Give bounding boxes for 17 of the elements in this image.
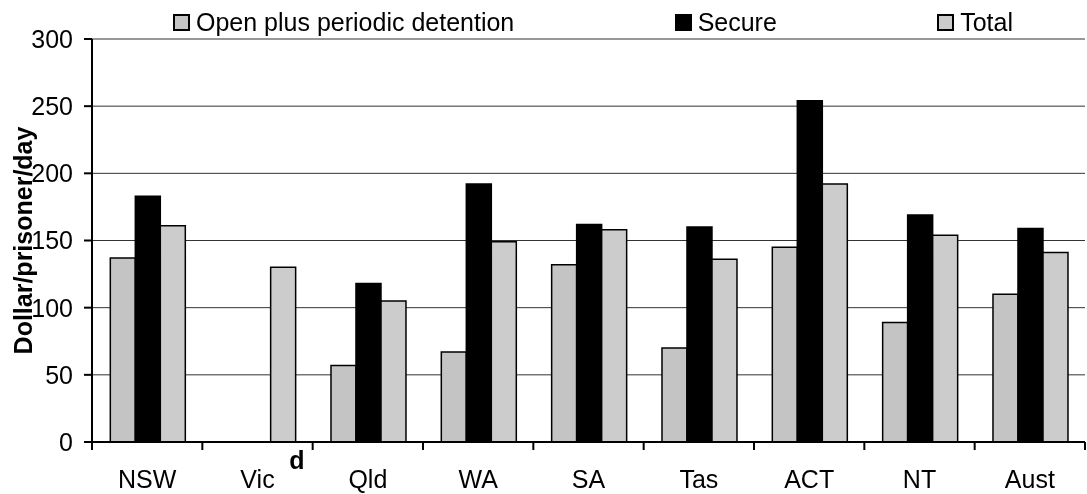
x-tick-label: WA [458,465,499,493]
legend-label: Total [960,8,1013,36]
y-tick-label: 50 [45,360,73,389]
legend-label: Secure [697,8,777,36]
x-tick-label: NT [902,465,937,493]
x-tick-label: Qld [348,465,388,493]
x-tick-label: Aust [1004,465,1055,493]
x-tick-label: SA [571,465,606,493]
x-tick-label: Tas [679,465,719,493]
x-tick-label: NSW [118,465,177,493]
legend-label: Open plus periodic detention [196,8,515,36]
x-tick-label: ACT [784,465,835,493]
y-tick-label: 300 [31,24,73,53]
x-tick-label: Vic [240,465,275,493]
y-tick-label: 0 [59,427,73,456]
text: d [289,446,305,474]
y-tick-label: 250 [31,92,73,121]
